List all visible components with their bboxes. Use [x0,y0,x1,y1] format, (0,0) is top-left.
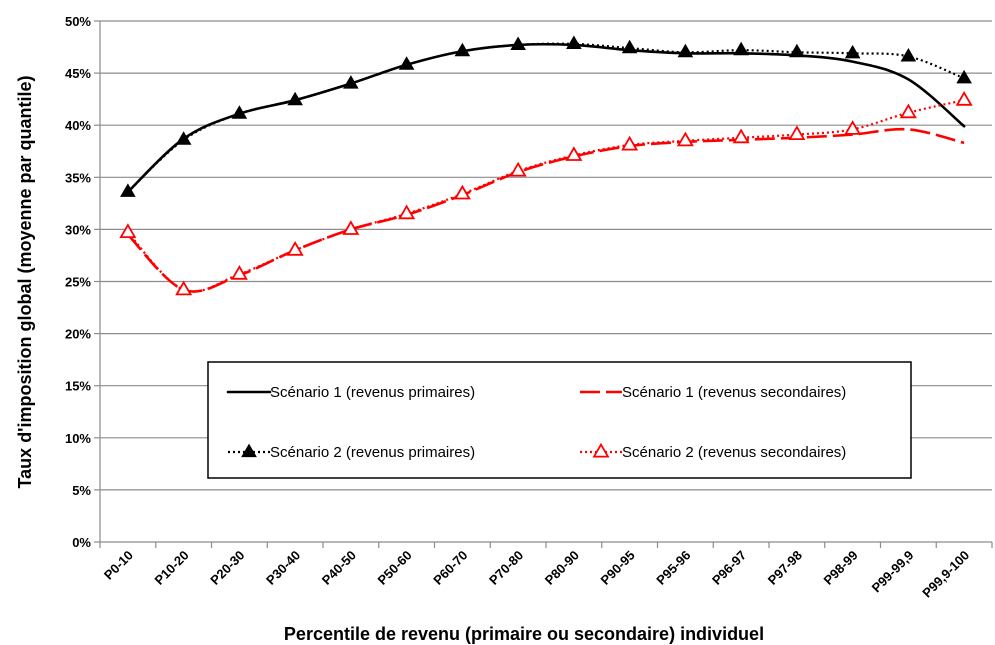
y-tick-label: 20% [65,327,91,342]
y-axis-title: Taux d'imposition global (moyenne par qu… [15,76,35,489]
data-point-marker [621,39,638,54]
legend: Scénario 1 (revenus primaires) Scénario 1… [207,361,912,479]
data-point-marker [566,35,582,49]
series-4 [119,91,973,296]
y-tick-label: 45% [65,66,91,81]
y-tick-label: 50% [65,14,91,29]
series-line [126,42,966,194]
legend-box [207,361,912,479]
data-point-marker [955,91,973,106]
y-tick-label: 40% [65,118,91,133]
data-point-marker [789,43,805,58]
data-point-marker [621,135,639,151]
series-1 [126,42,966,194]
series-line [127,42,965,193]
series-line [127,99,965,293]
legend-item: Scénario 2 (revenus secondaires) [580,442,846,461]
x-axis-title: Percentile de revenu (primaire ou second… [284,624,764,644]
legend-item: Scénario 1 (revenus primaires) [226,384,475,401]
legend-label: Scénario 1 (revenus primaires) [270,384,475,401]
series-layer [119,35,973,296]
data-point-marker [509,161,527,177]
data-point-marker [286,241,304,256]
y-tick-label: 0% [72,535,91,550]
data-point-marker [677,43,694,58]
data-point-marker [899,103,917,119]
legend-marker [241,443,257,458]
y-tick-label: 25% [65,275,91,290]
data-point-marker [454,42,471,57]
legend-item: Scénario 2 (revenus primaires) [228,443,475,461]
data-point-marker [565,146,583,161]
data-point-marker [453,184,471,200]
series-3 [120,35,972,197]
legend-label: Scénario 2 (revenus secondaires) [622,444,846,461]
data-point-marker [733,41,749,56]
legend-marker [592,442,610,458]
data-point-marker [676,131,694,147]
data-point-marker [175,131,192,145]
series-line [126,127,965,293]
y-axis-ticks: 0% 5% 10% 15% 20% 25% 30% 35% 40% 45% 50% [65,14,100,550]
data-point-marker [120,183,136,197]
y-tick-label: 35% [65,170,91,185]
y-tick-label: 15% [65,379,91,394]
data-point-marker [119,223,137,239]
data-point-marker [175,280,193,296]
data-point-marker [788,125,806,141]
y-tick-label: 5% [72,483,91,498]
legend-label: Scénario 1 (revenus secondaires) [622,384,846,401]
data-point-marker [287,91,303,106]
data-point-marker [956,69,972,84]
data-point-marker [398,56,415,70]
data-point-marker [343,75,359,89]
legend-item: Scénario 1 (revenus secondaires) [580,384,846,401]
data-point-marker [398,204,416,220]
legend-label: Scénario 2 (revenus primaires) [270,444,475,461]
data-point-marker [844,44,861,59]
y-tick-label: 30% [65,222,91,237]
data-point-marker [230,265,248,280]
data-point-marker [510,36,526,50]
y-tick-label: 10% [65,431,91,446]
data-point-marker [900,48,917,62]
series-2 [126,127,965,293]
data-point-marker [844,120,862,135]
data-point-marker [342,220,360,235]
data-point-marker [732,128,750,144]
data-point-marker [231,105,248,119]
